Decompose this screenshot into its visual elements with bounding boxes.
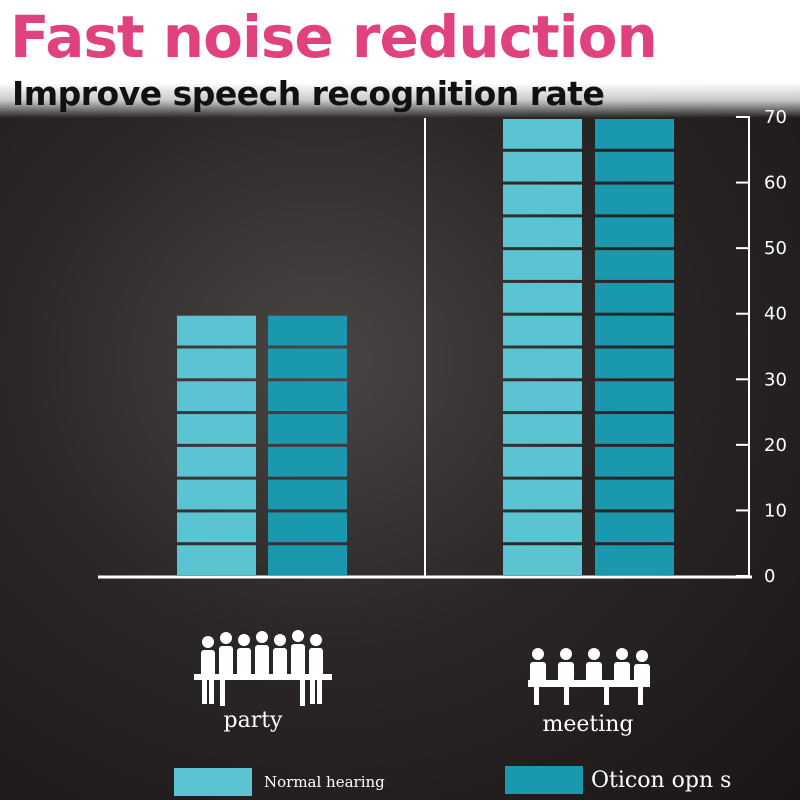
page-title: Fast noise reduction xyxy=(10,3,658,71)
y-tick-label-10: 10 xyxy=(764,500,787,521)
category-label-party: party xyxy=(223,708,283,733)
y-tick-label-40: 40 xyxy=(764,304,787,325)
meeting-table-icon xyxy=(528,648,650,705)
legend-swatch-oticon xyxy=(505,766,583,794)
y-tick-label-20: 20 xyxy=(764,435,787,456)
y-tick-label-30: 30 xyxy=(764,369,787,390)
legend-label-oticon: Oticon opn s xyxy=(591,767,732,793)
y-tick-label-50: 50 xyxy=(764,238,787,259)
legend-item-normal-hearing: Normal hearing xyxy=(174,768,385,796)
y-tick-label-60: 60 xyxy=(764,173,787,194)
legend-swatch-normal-hearing xyxy=(174,768,252,796)
page-subtitle: Improve speech recognition rate xyxy=(12,74,605,113)
y-tick-label-0: 0 xyxy=(764,566,775,587)
y-tick-label-70: 70 xyxy=(764,107,787,128)
bar-meeting-normal-hearing xyxy=(503,119,582,575)
party-people-icon xyxy=(194,630,332,706)
header-band xyxy=(0,0,800,118)
bar-party-normal-hearing xyxy=(177,315,256,575)
bar-party-oticon xyxy=(268,315,347,575)
legend-item-oticon: Oticon opn s xyxy=(505,766,731,794)
axes: 0 10 20 30 40 50 60 70 xyxy=(98,107,787,587)
bar-meeting-oticon xyxy=(595,119,674,575)
legend-label-normal-hearing: Normal hearing xyxy=(264,773,385,791)
category-label-meeting: meeting xyxy=(542,712,634,737)
bar-group xyxy=(177,119,674,575)
